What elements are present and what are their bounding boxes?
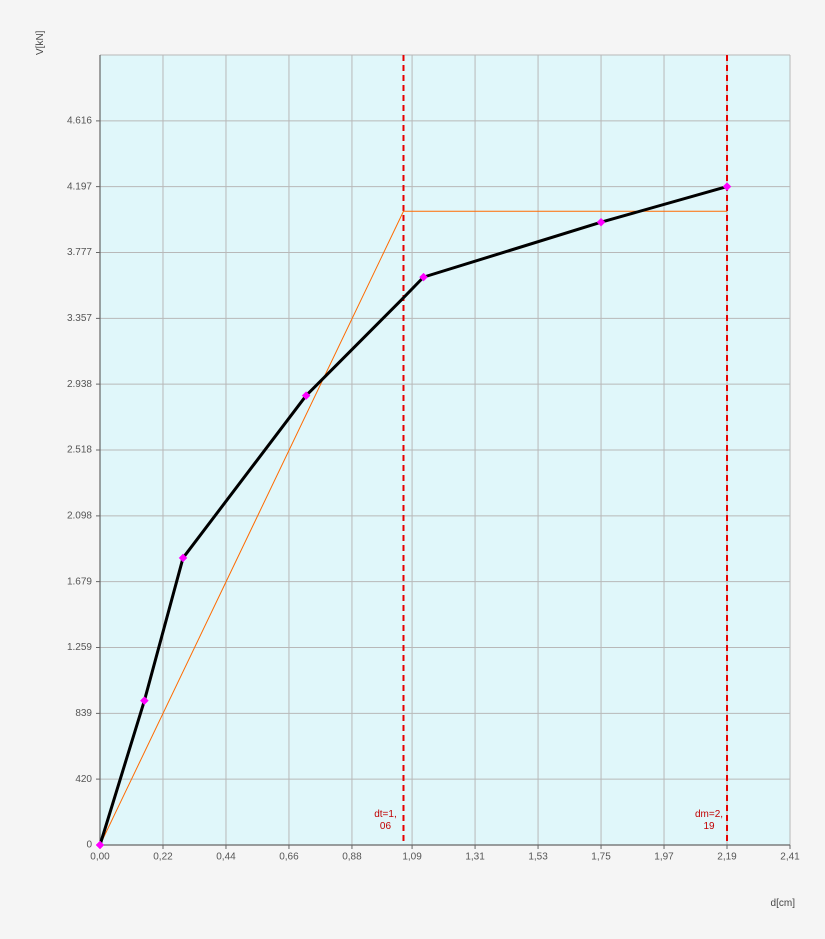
xtick-label: 0,66 — [279, 851, 299, 862]
ytick-label: 839 — [75, 708, 92, 719]
ytick-label: 420 — [75, 774, 92, 785]
xtick-label: 1,31 — [465, 851, 485, 862]
xtick-label: 1,97 — [654, 851, 674, 862]
ref-label: 06 — [380, 821, 392, 832]
ytick-label: 3.777 — [67, 247, 92, 258]
xtick-label: 2,19 — [717, 851, 737, 862]
ref-label: dm=2, — [695, 809, 723, 820]
ytick-label: 1.679 — [67, 576, 92, 587]
chart-page: V[kN] d[cm] 0 420 839 1.259 1.679 2.098 2.518 2… — [0, 0, 825, 939]
ytick-label: 0 — [86, 840, 92, 851]
ytick-label: 4.197 — [67, 181, 92, 192]
xtick-label: 0,44 — [216, 851, 236, 862]
ytick-label: 2.938 — [67, 379, 92, 390]
ytick-label: 2.518 — [67, 445, 92, 456]
xtick-label: 0,88 — [342, 851, 362, 862]
xtick-label: 2,41 — [780, 851, 800, 862]
ref-label: dt=1, — [374, 809, 397, 820]
chart-svg: 0 420 839 1.259 1.679 2.098 2.518 2.938 3.357 3.7… — [0, 0, 825, 939]
xtick-label: 1,75 — [591, 851, 611, 862]
ref-label: 19 — [703, 821, 715, 832]
ytick-label: 3.357 — [67, 313, 92, 324]
xtick-label: 1,53 — [528, 851, 548, 862]
xtick-label: 1,09 — [402, 851, 422, 862]
ytick-label: 4.616 — [67, 116, 92, 127]
x-axis-label: d[cm] — [771, 898, 795, 909]
ytick-label: 1.259 — [67, 642, 92, 653]
xtick-label: 0,22 — [153, 851, 173, 862]
xtick-label: 0,00 — [90, 851, 110, 862]
ytick-label: 2.098 — [67, 511, 92, 522]
y-axis-label: V[kN] — [35, 31, 46, 55]
